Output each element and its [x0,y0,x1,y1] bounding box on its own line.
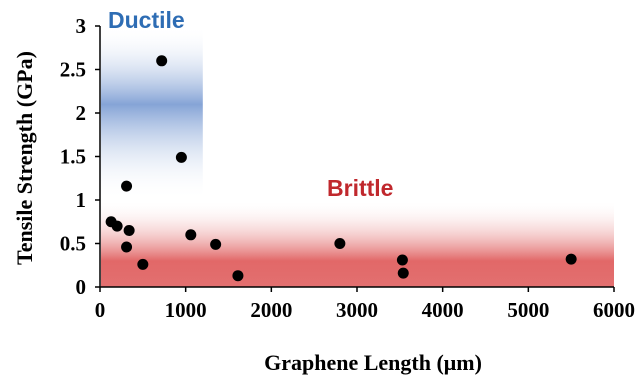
y-tick-label: 3 [76,14,87,38]
x-tick-label: 5000 [507,298,549,322]
x-tick-labels: 0 1000 2000 3000 4000 5000 6000 [95,287,635,322]
data-point [156,55,168,67]
data-point [121,241,133,253]
y-tick-label: 2 [76,101,87,125]
x-tick-label: 0 [95,298,106,322]
region-layer [101,26,614,287]
data-point [185,229,197,241]
data-point [111,220,123,232]
x-tick-label: 6000 [593,298,635,322]
y-axis-title: Tensile Strength (GPa) [12,51,37,265]
x-tick-label: 4000 [422,298,464,322]
data-point [232,270,244,282]
y-tick-label: 0.5 [60,232,86,256]
y-tick-label: 1 [76,188,87,212]
data-point [175,151,187,163]
data-point [210,238,222,250]
y-tick-label: 0 [76,275,87,299]
data-point [397,267,409,279]
brittle-region [101,200,614,287]
brittle-region-label: Brittle [327,175,393,201]
y-tick-label: 2.5 [60,58,86,82]
y-tick-label: 1.5 [60,145,86,169]
x-tick-label: 1000 [165,298,207,322]
data-point [396,254,408,266]
ductile-region-label: Ductile [108,7,185,33]
data-points [105,55,577,282]
x-tick-label: 2000 [250,298,292,322]
y-tick-labels: 0 0.5 1 1.5 2 2.5 3 [60,14,100,299]
x-tick-label: 3000 [336,298,378,322]
data-point [121,180,133,192]
ductile-region [101,26,203,200]
data-point [123,224,135,236]
x-axis-title: Graphene Length (μm) [264,350,482,375]
data-point [137,258,149,270]
data-point [334,238,346,249]
data-point [565,253,577,265]
